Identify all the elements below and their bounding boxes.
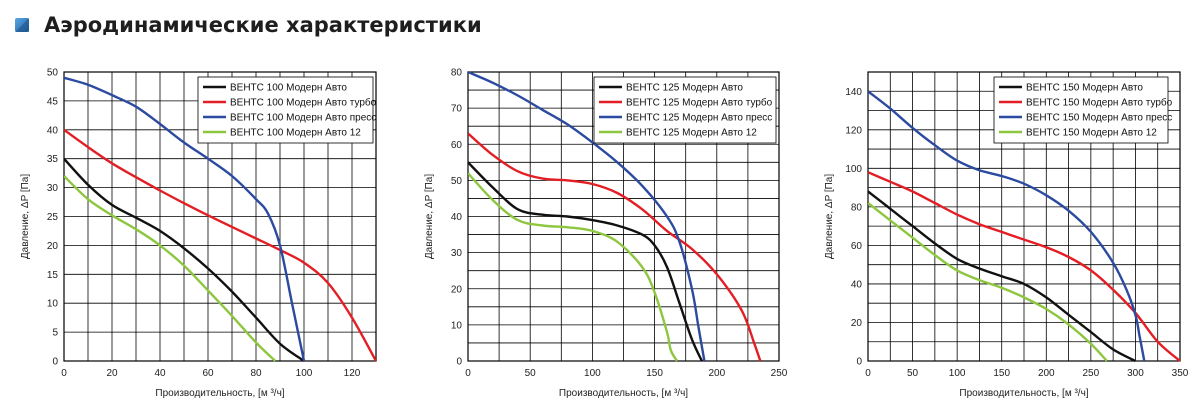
y-tick-label: 80	[451, 68, 463, 79]
legend-item-label: ВЕНТС 100 Модерн Авто пресс	[230, 113, 376, 124]
y-tick-label: 0	[456, 357, 462, 368]
y-axis-label: Давление, ΔP [Па]	[20, 174, 31, 260]
series-line-2	[468, 71, 706, 362]
chart-vents-100: 0 20 40 60 80 100 120 0 5 10 15 20 25 30 35 40 45 50 Произ…	[20, 68, 377, 400]
series-line-3	[64, 175, 277, 362]
series-line-0	[868, 190, 1136, 362]
x-tick-label: 250	[771, 368, 788, 379]
x-tick-label: 100	[296, 368, 313, 379]
y-tick-label: 45	[47, 96, 59, 107]
series-line-1	[868, 171, 1180, 362]
plot-frame	[467, 71, 780, 362]
y-tick-label: 50	[451, 176, 463, 187]
x-tick-label: 150	[646, 368, 663, 379]
legend-item-label: ВЕНТС 100 Модерн Авто 12	[230, 128, 361, 139]
y-axis-label: Давление, ΔP [Па]	[424, 174, 435, 260]
series-line-3	[868, 202, 1108, 362]
legend-item-label: ВЕНТС 125 Модерн Авто пресс	[626, 113, 772, 124]
y-tick-label: 10	[47, 299, 59, 310]
series-line-1	[64, 128, 376, 362]
y-tick-label: 60	[851, 241, 863, 252]
series-group	[868, 90, 1180, 362]
legend-item-label: ВЕНТС 100 Модерн Авто турбо	[230, 97, 377, 109]
series-line-0	[64, 157, 305, 362]
square-bullet-icon	[15, 18, 29, 32]
series-line-2	[868, 90, 1146, 362]
series-group	[468, 71, 762, 362]
x-tick-label: 0	[465, 368, 471, 379]
page-header: Аэродинамические характеристики	[14, 8, 482, 42]
x-tick-label: 200	[1038, 368, 1055, 379]
y-tick-label: 25	[47, 212, 59, 223]
legend-item-label: ВЕНТС 125 Модерн Авто 12	[626, 128, 757, 139]
x-tick-label: 0	[61, 368, 67, 379]
legend-item-label: ВЕНТС 125 Модерн Авто турбо	[626, 97, 773, 109]
y-tick-label: 15	[47, 270, 59, 281]
page-title: Аэродинамические характеристики	[44, 13, 482, 37]
legend-box	[593, 76, 777, 144]
y-tick-label: 40	[47, 125, 59, 136]
x-tick-label: 40	[154, 368, 166, 379]
x-tick-label: 50	[525, 368, 537, 379]
y-tick-label: 40	[851, 279, 863, 290]
legend-box	[197, 76, 374, 144]
y-tick-label: 60	[451, 140, 463, 151]
plot-frame	[63, 71, 377, 362]
y-tick-label: 0	[856, 357, 862, 368]
y-tick-label: 20	[851, 318, 863, 329]
series-group	[64, 76, 376, 362]
legend-item-label: ВЕНТС 150 Модерн Авто	[1026, 83, 1143, 94]
x-tick-label: 20	[106, 368, 118, 379]
series-line-3	[468, 172, 679, 362]
x-tick-label: 120	[344, 368, 361, 379]
x-axis-label: Производительность, [м ³/ч]	[155, 388, 284, 399]
x-tick-label: 150	[993, 368, 1010, 379]
x-tick-label: 250	[1083, 368, 1100, 379]
x-tick-label: 100	[584, 368, 601, 379]
y-tick-label: 40	[451, 212, 463, 223]
y-tick-label: 20	[47, 241, 59, 252]
x-tick-label: 350	[1172, 368, 1189, 379]
chart-vents-125: 0 50 100 150 200 250 0 10 20 30 40 50 60 70 80 Производ…	[424, 68, 788, 400]
legend: ВЕНТС 150 Модерн Авто ВЕНТС 150 Модерн Ав…	[993, 76, 1173, 144]
y-tick-label: 20	[451, 284, 463, 295]
legend: ВЕНТС 100 Модерн Авто ВЕНТС 100 Модерн Ав…	[197, 76, 377, 144]
x-tick-label: 80	[250, 368, 262, 379]
y-tick-label: 70	[451, 104, 463, 115]
y-tick-label: 5	[52, 328, 58, 339]
y-tick-label: 10	[451, 320, 463, 331]
y-tick-label: 30	[47, 183, 59, 194]
legend-box	[993, 76, 1169, 144]
y-tick-label: 0	[52, 357, 58, 368]
y-axis-label: Давление, ΔP [Па]	[824, 174, 835, 260]
y-tick-label: 100	[845, 164, 862, 175]
legend-item-label: ВЕНТС 125 Модерн Авто	[626, 83, 743, 94]
y-tick-label: 35	[47, 154, 59, 165]
y-tick-label: 30	[451, 248, 463, 259]
legend: ВЕНТС 125 Модерн Авто ВЕНТС 125 Модерн Ав…	[593, 76, 777, 144]
series-line-0	[468, 161, 703, 362]
x-tick-label: 0	[865, 368, 871, 379]
x-tick-label: 200	[708, 368, 725, 379]
x-tick-label: 300	[1127, 368, 1144, 379]
x-axis-label: Производительность, [м ³/ч]	[959, 388, 1088, 399]
legend-item-label: ВЕНТС 150 Модерн Авто турбо	[1026, 97, 1173, 109]
y-tick-label: 140	[845, 87, 862, 98]
x-tick-label: 100	[949, 368, 966, 379]
legend-item-label: ВЕНТС 100 Модерн Авто	[230, 83, 347, 94]
x-axis-label: Производительность, [м ³/ч]	[559, 388, 688, 399]
y-tick-label: 80	[851, 202, 863, 213]
x-tick-label: 60	[202, 368, 214, 379]
legend-item-label: ВЕНТС 150 Модерн Авто 12	[1026, 128, 1157, 139]
plot-frame	[867, 71, 1181, 362]
chart-vents-150: 0 50 100 150 200 250 300 350 0 20 40 60 80 100 120 140 П…	[824, 71, 1189, 399]
series-line-2	[64, 76, 306, 362]
y-tick-label: 120	[845, 125, 862, 136]
y-tick-label: 50	[47, 68, 59, 79]
x-tick-label: 50	[907, 368, 919, 379]
legend-item-label: ВЕНТС 150 Модерн Авто пресс	[1026, 113, 1172, 124]
series-line-1	[468, 132, 762, 362]
